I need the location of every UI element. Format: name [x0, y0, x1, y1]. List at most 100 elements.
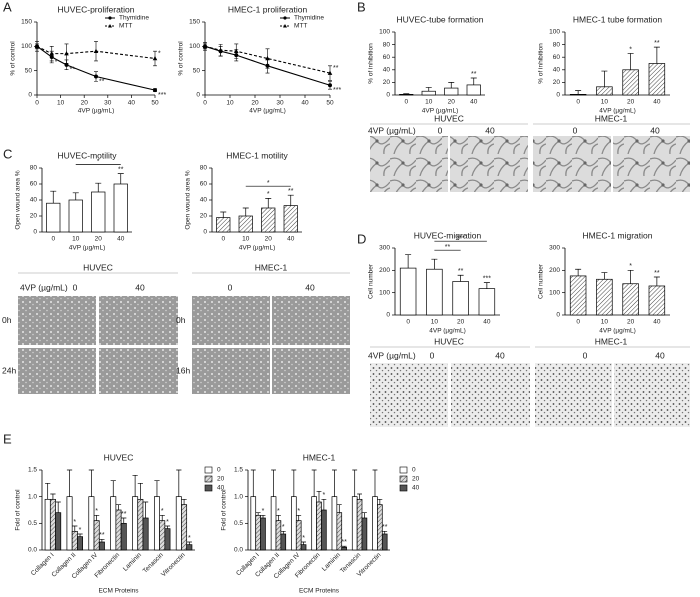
y-tick-label: 0 [556, 312, 560, 319]
bracket-label: * [97, 158, 100, 165]
y-tick-label: 1.5 [234, 467, 243, 474]
bar [321, 509, 327, 551]
error-bar [271, 469, 276, 497]
micrograph [272, 348, 350, 394]
bar [260, 517, 266, 551]
dose-value: 40 [650, 125, 660, 135]
micrograph [533, 136, 611, 192]
point [327, 70, 333, 75]
point [233, 48, 239, 53]
dose-value: 0 [228, 282, 233, 292]
point [94, 74, 98, 79]
y-tick-label: 40 [383, 67, 391, 74]
y-tick-label: 0 [556, 92, 560, 99]
x-tick-label: 40 [470, 99, 478, 106]
y-tick-label: 60 [30, 181, 38, 188]
bar [372, 496, 378, 551]
y-tick-label: 1.0 [234, 493, 243, 500]
bar [132, 496, 139, 551]
y-tick-label: 100 [379, 29, 390, 36]
bar [55, 512, 62, 551]
point [49, 51, 55, 56]
error-bar [242, 207, 249, 216]
y-tick-label: 150 [189, 19, 200, 26]
bar [466, 84, 481, 96]
dose-value: 40 [135, 282, 145, 292]
error-bar [627, 53, 634, 70]
y-tick-label: 300 [549, 245, 560, 252]
significance: *** [483, 275, 491, 282]
x-tick-label: 0 [406, 319, 410, 326]
bar [381, 533, 388, 551]
y-tick-label: 1.0 [28, 493, 37, 500]
bar [356, 498, 363, 551]
chart-title: HUVEC-proliferation [58, 4, 135, 14]
error-bar [99, 538, 105, 542]
significance: ** [333, 65, 339, 72]
y-axis-label: Open wound area % [185, 170, 192, 229]
x-tick-label: 0 [576, 319, 580, 326]
cell-line-label: HUVEC [434, 113, 464, 123]
bar [316, 501, 322, 551]
bracket-label: ** [445, 244, 451, 251]
error-bar [362, 512, 367, 518]
x-axis-label: 4VP (µg/mL) [239, 245, 276, 252]
bar [120, 522, 127, 551]
bar [181, 504, 188, 551]
dose-value: 0 [430, 350, 435, 360]
significance: ** [288, 188, 294, 195]
significance: * [277, 508, 280, 515]
x-tick-label: 20 [627, 99, 635, 106]
y-tick-label: 100 [189, 43, 200, 50]
error-bar [352, 469, 358, 497]
significance: * [282, 524, 285, 531]
bracket-label: * [267, 180, 270, 187]
y-tick-label: 80 [200, 165, 208, 172]
error-bar [132, 474, 138, 497]
legend-marker [108, 24, 112, 28]
micrograph [272, 296, 350, 345]
y-tick-label: 200 [379, 267, 390, 274]
x-tick-label: 0 [51, 236, 55, 243]
micrograph [450, 136, 528, 192]
dose-value: 40 [655, 350, 665, 360]
bar [596, 278, 613, 316]
significance: * [323, 492, 326, 499]
micrograph [535, 363, 612, 427]
x-tick-label: 40 [483, 319, 491, 326]
x-tick-label: 50 [326, 100, 334, 107]
error-bar [260, 514, 266, 518]
chart-title: HUVEC-motility [57, 150, 117, 160]
x-tick-label: 40 [653, 99, 661, 106]
y-tick-label: 150 [21, 19, 32, 26]
legend-label: 20 [217, 476, 225, 483]
error-bar [372, 469, 378, 497]
x-axis-label: ECM Proteins [98, 588, 139, 595]
legend-label: Thymidine [119, 15, 149, 22]
bar [283, 205, 298, 233]
x-axis-label: 4VP (µg/mL) [422, 108, 459, 115]
x-tick-label: 40 [301, 100, 309, 107]
bar [399, 94, 414, 96]
legend-swatch [204, 466, 213, 474]
bar [275, 520, 282, 551]
bar [164, 528, 171, 551]
time-label: 0h [2, 315, 12, 325]
legend-swatch [399, 466, 408, 474]
bar [351, 496, 358, 551]
bar [153, 496, 160, 551]
error-bar [382, 530, 388, 534]
chart-title: HUVEC-tube formation [397, 14, 484, 24]
significance: *** [333, 87, 341, 94]
error-bar [159, 514, 165, 521]
x-tick-label: 10 [601, 319, 609, 326]
bar [295, 520, 302, 551]
micrograph [613, 136, 690, 192]
cell-line-label: HUVEC [83, 262, 113, 272]
significance: ** [121, 511, 127, 518]
error-bar [627, 269, 634, 284]
y-axis-label: Fold of control [221, 489, 228, 531]
error-bar [66, 469, 73, 497]
y-tick-label: 0.0 [28, 547, 37, 554]
legend-label: MTT [119, 23, 132, 30]
